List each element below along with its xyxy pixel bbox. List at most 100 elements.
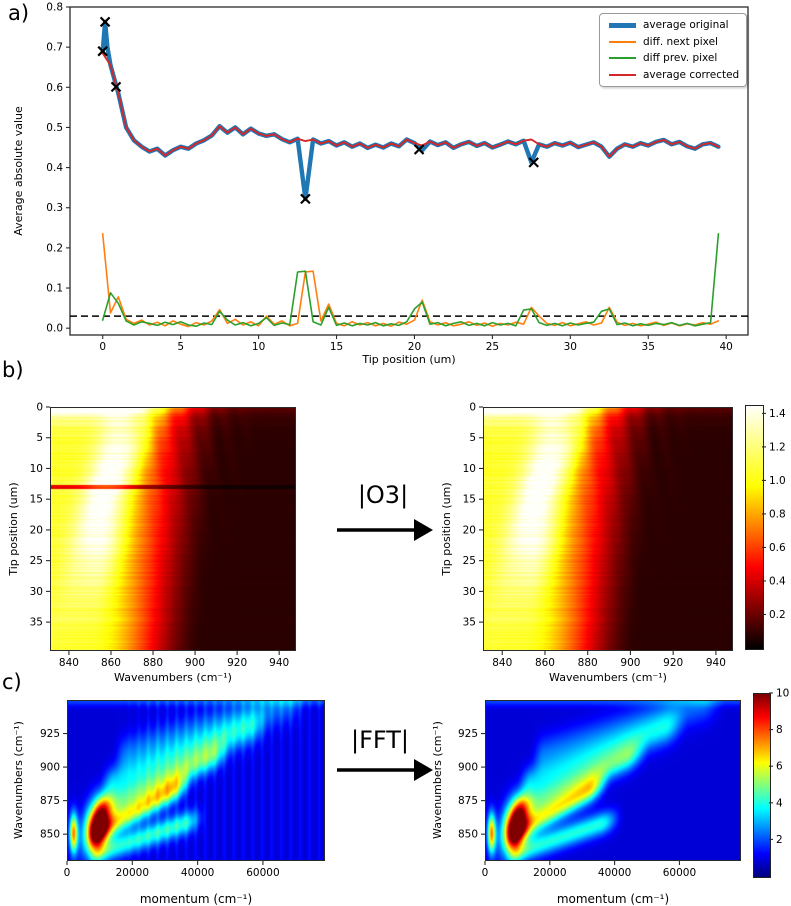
a-x-tick-label: 40 [719,341,732,353]
c-right-x-tick-label: 60000 [663,867,696,879]
legend-label-average-original: average original [643,19,729,32]
a-x-tick-label: 25 [486,341,499,353]
a-y-tick-label: 0.0 [46,323,63,335]
b-left-xlabel: Wavenumbers (cm⁻¹) [114,671,232,684]
heatmap-b-corrected [483,407,733,651]
c-right-ylabel: Wavenumbers (cm⁻¹) [431,721,444,839]
a-x-tick-label: 35 [642,341,655,353]
b-right-y-tick-label: 25 [463,555,476,567]
b-right-x-tick-label: 900 [620,657,640,669]
panel-a-label: a) [8,1,30,25]
b-left-x-tick-label: 940 [269,657,289,669]
b-left-y-tick-label: 30 [30,586,43,598]
c-right-y-tick-label: 875 [458,795,478,807]
b-right-ylabel: Tip position (um) [440,482,453,576]
b-right-y-tick-label: 30 [463,586,476,598]
legend-item-average-corrected: average corrected [609,67,746,82]
c-left-y-tick-label: 925 [40,728,60,740]
b-left-y-tick-label: 5 [36,432,43,444]
b-left-y-tick-label: 15 [30,494,43,506]
a-y-tick-label: 0.8 [46,2,63,14]
b-left-x-tick-label: 860 [101,657,121,669]
a-x-tick-label: 15 [330,341,343,353]
legend-item-diff-prev: diff prev. pixel [609,51,746,66]
fft-arrow-label: |FFT| [351,726,409,754]
a-y-tick-label: 0.6 [46,82,63,94]
c-left-x-tick-label: 40000 [181,867,214,879]
legend-item-average-original: average original [609,18,746,33]
colorbar-b-tick-label: 0.8 [769,508,786,520]
a-y-tick-label: 0.2 [46,242,63,254]
a-y-tick-label: 0.7 [46,42,63,54]
colorbar-c-tick-label: 10 [776,688,789,700]
b-right-y-tick-label: 10 [463,463,476,475]
b-right-y-tick-label: 0 [469,402,476,414]
c-right-x-tick-label: 0 [482,867,489,879]
b-right-x-tick-label: 880 [578,657,598,669]
fft-arrow [337,759,433,781]
legend-label-diff-next: diff. next pixel [643,35,718,48]
b-right-x-tick-label: 940 [706,657,726,669]
legend-label-average-corrected: average corrected [643,68,740,81]
c-left-x-tick-label: 0 [64,867,71,879]
b-right-x-tick-label: 860 [535,657,555,669]
c-left-x-tick-label: 60000 [246,867,279,879]
a-x-tick-label: 0 [99,341,106,353]
legend-line-average-original-swatch [609,22,636,28]
b-left-x-tick-label: 880 [143,657,163,669]
b-right-x-tick-label: 840 [492,657,512,669]
b-left-x-tick-label: 900 [185,657,205,669]
panel-b-label: b) [2,358,24,382]
outlier-x-marker [413,144,425,155]
c-right-xlabel: momentum (cm⁻¹) [557,892,669,906]
colorbar-c-tick-label: 4 [776,797,783,809]
colorbar-c [753,693,771,878]
outlier-x-marker [99,16,111,28]
colorbar-b [745,405,764,650]
c-right-x-tick-label: 20000 [533,867,566,879]
b-left-ylabel: Tip position (um) [7,482,20,576]
a-x-tick-label: 20 [408,341,421,353]
c-right-x-tick-label: 40000 [598,867,631,879]
b-left-x-tick-label: 920 [227,657,247,669]
a-x-tick-label: 10 [252,341,265,353]
a-x-tick-label: 5 [177,341,184,353]
a-x-tick-label: 30 [564,341,577,353]
o3-arrow-label: |O3| [358,481,408,509]
heatmap-c-fft-corrected [485,700,741,861]
heatmap-b-original [50,407,296,651]
legend: average original diff. next pixel diff p… [599,13,747,87]
legend-item-diff-next: diff. next pixel [609,34,746,49]
colorbar-b-tick-label: 0.2 [769,609,786,621]
b-right-y-tick-label: 35 [463,617,476,629]
b-left-y-tick-label: 10 [30,463,43,475]
b-left-y-tick-label: 0 [36,402,43,414]
outlier-x-marker [110,81,122,93]
c-right-y-tick-label: 900 [458,762,478,774]
b-right-y-tick-label: 20 [463,524,476,536]
a-y-tick-label: 0.4 [46,162,63,174]
outlier-x-marker [300,193,311,205]
colorbar-c-tick-label: 6 [776,761,783,773]
a-y-tick-label: 0.1 [46,283,63,295]
colorbar-c-tick-label: 2 [776,834,783,846]
b-left-y-tick-label: 35 [30,617,43,629]
series-diff-prev [101,233,720,328]
b-left-y-tick-label: 20 [30,524,43,536]
series-diff-next [101,233,720,328]
a-y-tick-label: 0.5 [46,122,63,134]
colorbar-b-tick-label: 1.4 [769,408,786,420]
colorbar-b-tick-label: 1.2 [769,441,786,453]
heatmap-c-fft-original [67,700,325,861]
c-left-x-tick-label: 20000 [116,867,149,879]
a-y-tick-label: 0.3 [46,202,63,214]
c-left-y-tick-label: 875 [40,795,60,807]
panel-c-label: c) [2,670,22,694]
b-right-y-tick-label: 15 [463,494,476,506]
colorbar-c-tick-label: 8 [776,724,783,736]
b-right-xlabel: Wavenumbers (cm⁻¹) [549,671,667,684]
c-right-y-tick-label: 925 [458,728,478,740]
b-right-y-tick-label: 5 [469,432,476,444]
legend-line-diff-next-swatch [609,40,636,43]
a-xlabel: Tip position (um) [361,353,455,366]
